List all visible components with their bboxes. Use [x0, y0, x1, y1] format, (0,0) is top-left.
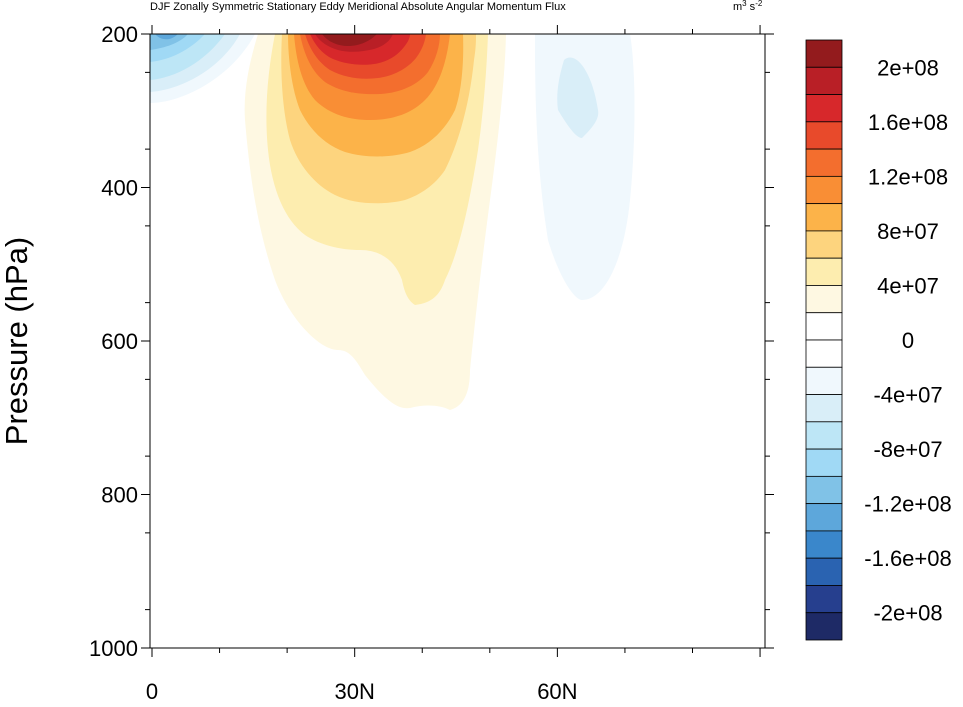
colorbar-swatch [805, 421, 843, 450]
colorbar-swatch [805, 148, 843, 177]
y-tick-label: 400 [101, 176, 138, 201]
colorbar-label: -1.2e+08 [864, 492, 951, 517]
x-ticks: 0 30N 60N [146, 25, 761, 704]
colorbar-label: 1.2e+08 [868, 164, 948, 189]
contour-neg-left-120 [155, 34, 178, 40]
colorbar-label: 1.6e+08 [868, 110, 948, 135]
colorbar-swatch [805, 530, 843, 559]
colorbar-label: 4e+07 [877, 273, 939, 298]
colorbar-swatch [805, 121, 843, 150]
contour-neg-left-100 [150, 34, 188, 50]
x-tick-label: 60N [537, 679, 577, 704]
colorbar-swatch [805, 230, 843, 259]
colorbar-swatch [805, 475, 843, 505]
colorbar-swatch [805, 366, 843, 395]
colorbar-swatch [805, 394, 843, 423]
colorbar-label: 8e+07 [877, 219, 939, 244]
colorbar-swatch [805, 94, 843, 123]
chart-title: DJF Zonally Symmetric Stationary Eddy Me… [150, 1, 566, 13]
colorbar-swatch [805, 503, 843, 532]
contour-pos-200 [322, 34, 377, 46]
y-axis-label: Pressure (hPa) [0, 237, 34, 445]
colorbar: 2e+08 1.6e+08 1.2e+08 8e+07 4e+07 0 -4e+07 -8e+… [805, 39, 952, 641]
y-tick-label: 600 [101, 329, 138, 354]
colorbar-label: -1.6e+08 [864, 546, 951, 571]
colorbar-label: 0 [902, 328, 914, 353]
colorbar-swatch [805, 175, 843, 205]
contour-neg-40 [557, 57, 599, 138]
x-tick-label: 30N [335, 679, 375, 704]
colorbar-label: -4e+07 [873, 383, 942, 408]
colorbar-swatch [805, 285, 843, 314]
y-ticks: 200 400 600 800 1000 [89, 22, 774, 661]
units-label: m3 s-2 [733, 0, 763, 13]
colorbar-swatch [805, 257, 843, 286]
colorbar-swatch [805, 448, 843, 477]
colorbar-swatch [805, 612, 843, 641]
colorbar-swatch [805, 557, 843, 586]
colorbar-swatch [805, 339, 843, 368]
colorbar-label: 2e+08 [877, 55, 939, 80]
colorbar-label: -8e+07 [873, 437, 942, 462]
colorbar-swatch [805, 66, 843, 95]
contour-field [150, 34, 635, 410]
y-tick-label: 200 [101, 22, 138, 47]
colorbar-swatch [805, 203, 843, 232]
colorbar-label: -2e+08 [873, 601, 942, 626]
colorbar-swatch [805, 39, 843, 68]
y-tick-label: 1000 [89, 636, 138, 661]
colorbar-swatch [805, 585, 843, 614]
x-tick-label: 0 [146, 679, 158, 704]
y-tick-label: 800 [101, 483, 138, 508]
colorbar-swatch [805, 312, 843, 341]
